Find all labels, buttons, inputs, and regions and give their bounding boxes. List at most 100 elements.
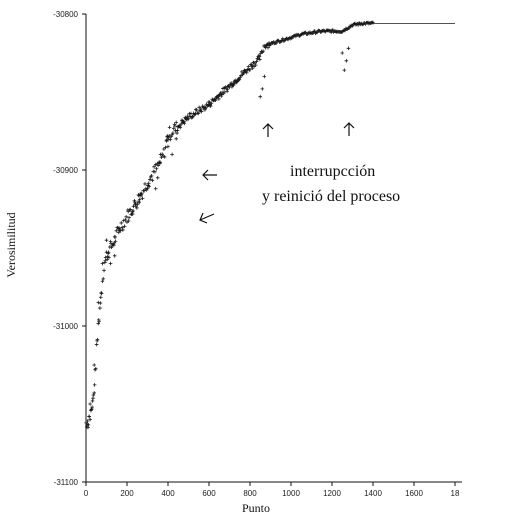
data-point [94,366,98,371]
data-point [91,393,96,397]
x-tick-label: 1400 [364,489,382,498]
data-point [103,260,107,265]
data-point [154,166,159,171]
data-point [232,81,236,86]
data-point [344,59,349,63]
data-point [213,98,218,103]
data-point [186,117,191,121]
data-point [346,46,351,51]
data-point [118,228,123,233]
data-point [117,230,121,235]
data-point [160,152,165,157]
data-point [171,131,175,135]
x-tick-label: 400 [161,489,175,498]
data-point [137,197,142,202]
data-point [221,86,225,91]
data-point [163,145,168,150]
data-point [113,235,117,239]
data-point [166,138,170,142]
data-point [102,268,106,273]
data-point [266,45,270,50]
data-point [131,209,135,213]
data-point [225,89,229,94]
data-point [193,112,197,116]
data-point [229,81,233,85]
axes [85,14,462,483]
data-point [174,137,178,141]
x-tick-label: 600 [202,489,216,498]
data-point [190,115,195,119]
data-point [119,221,124,225]
data-point [148,177,152,182]
data-point [198,109,202,113]
data-point [261,49,265,54]
data-point [150,178,155,183]
data-point [103,255,108,260]
data-point [166,144,170,149]
data-point [171,126,176,131]
data-point [130,212,135,216]
data-point [255,57,260,61]
y-tick-label: -30900 [53,166,78,175]
data-point [97,319,101,324]
data-point [199,107,203,111]
data-point [168,137,173,142]
x-tick-label: 1200 [323,489,341,498]
data-point [152,164,156,169]
data-point [196,111,201,116]
data-point [99,291,103,295]
data-point [89,407,94,412]
data-point [88,402,92,406]
data-point [248,67,252,72]
data-point [108,239,113,244]
data-point [260,87,265,91]
data-point [250,63,254,68]
data-point [239,73,243,78]
data-point [113,239,118,244]
data-point [120,225,124,230]
data-point [114,229,119,233]
data-point [128,207,133,212]
data-point [147,184,151,189]
data-point [258,94,263,99]
data-point [197,105,201,110]
data-point [117,226,122,230]
data-point [140,196,145,201]
data-point [127,215,131,220]
data-point [170,152,174,157]
data-point [158,160,162,164]
y-tick-label: -30800 [53,10,78,19]
data-point [209,101,214,106]
x-tick-label: 18 [451,489,460,498]
data-point [95,337,100,342]
data-point [149,174,154,178]
data-point [124,215,128,219]
data-point [182,121,187,126]
data-point [90,405,94,409]
data-point [112,243,116,247]
data-point [162,155,167,159]
data-point [142,188,147,193]
data-point [88,417,92,422]
arrow-up-icon [343,122,355,136]
data-point [274,41,279,45]
data-point [137,200,142,204]
annotation-line-2: y reinició del proceso [262,188,400,205]
data-point [98,306,102,310]
data-point [173,124,177,128]
data-point [153,170,157,174]
data-point [219,92,224,97]
plot-area [84,20,455,430]
data-point [96,321,101,326]
annotation-line-1: interrupcción [290,163,375,180]
x-tick-label: 200 [120,489,134,498]
data-point [156,163,160,168]
data-point [146,181,151,186]
data-point [371,21,375,25]
data-point [162,147,166,151]
data-point [244,70,249,75]
data-point [106,250,111,255]
data-point [185,114,190,118]
data-point [133,201,138,206]
